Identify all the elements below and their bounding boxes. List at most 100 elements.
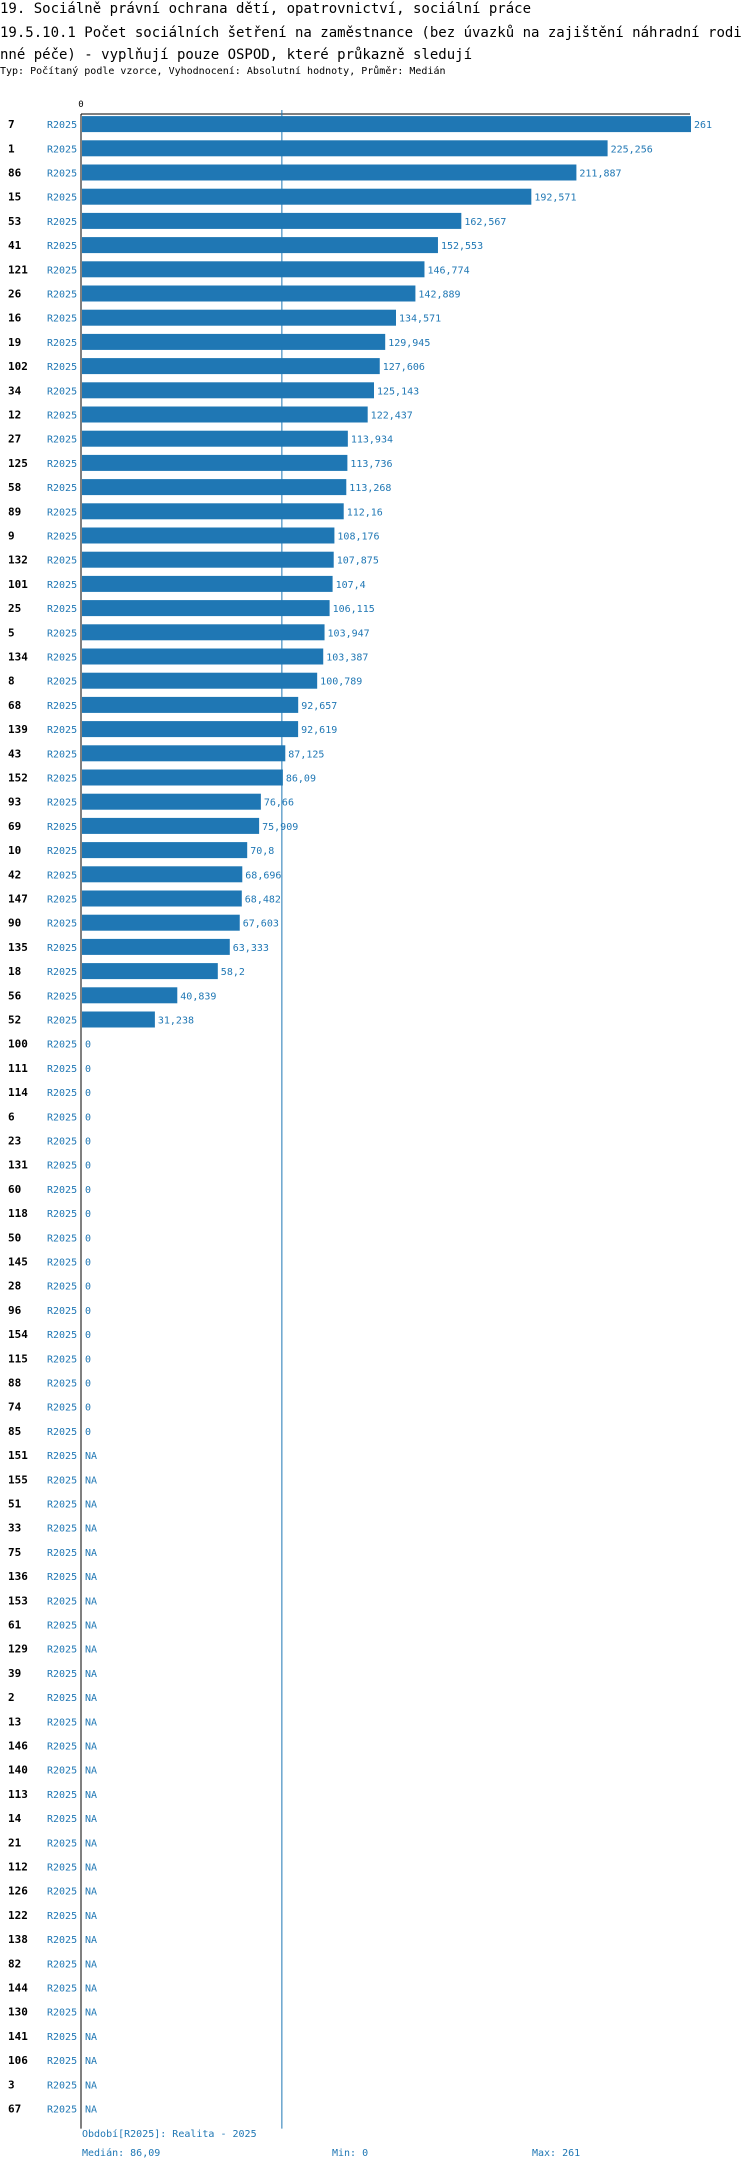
value-label: 76,66 [264, 798, 294, 809]
row-label: 6 [8, 1110, 15, 1123]
value-label: 40,839 [180, 991, 216, 1002]
value-label: 113,934 [351, 435, 393, 446]
bar [82, 575, 333, 592]
row-label: 18 [8, 965, 21, 978]
series-label: R2025 [47, 1016, 77, 1027]
series-label: R2025 [47, 1742, 77, 1753]
value-label: NA [85, 1814, 97, 1825]
series-label: R2025 [47, 1669, 77, 1680]
value-label: 67,603 [243, 919, 279, 930]
series-label: R2025 [47, 1645, 77, 1656]
value-label: 0 [85, 1233, 91, 1244]
series-label: R2025 [47, 967, 77, 978]
bar [82, 237, 438, 254]
bar [82, 479, 347, 496]
row-label: 42 [8, 868, 21, 881]
value-label: 225,256 [611, 144, 653, 155]
series-label: R2025 [47, 798, 77, 809]
row-label: 151 [8, 1449, 28, 1462]
series-label: R2025 [47, 459, 77, 470]
row-label: 93 [8, 796, 21, 809]
series-label: R2025 [47, 2032, 77, 2043]
series-label: R2025 [47, 1838, 77, 1849]
row-label: 102 [8, 360, 28, 373]
bar [82, 866, 243, 883]
series-label: R2025 [47, 483, 77, 494]
series-label: R2025 [47, 653, 77, 664]
series-label: R2025 [47, 193, 77, 204]
series-label: R2025 [47, 725, 77, 736]
row-label: 12 [8, 409, 21, 422]
row-label: 19 [8, 336, 21, 349]
row-label: 53 [8, 215, 21, 228]
bar [82, 817, 260, 834]
value-label: 68,482 [245, 895, 281, 906]
value-label: 0 [85, 1088, 91, 1099]
row-label: 89 [8, 505, 21, 518]
series-label: R2025 [47, 677, 77, 688]
series-label: R2025 [47, 1379, 77, 1390]
row-label: 26 [8, 288, 22, 301]
row-label: 136 [8, 1570, 28, 1583]
section-title: 19. Sociálně právní ochrana dětí, opatro… [0, 1, 532, 17]
value-label: NA [85, 1451, 97, 1462]
value-label: NA [85, 1621, 97, 1632]
row-label: 90 [8, 917, 21, 930]
bar [82, 140, 608, 157]
bar [82, 406, 368, 423]
series-label: R2025 [47, 386, 77, 397]
row-label: 86 [8, 167, 22, 180]
row-label: 61 [8, 1619, 22, 1632]
bar [82, 842, 248, 859]
bar [82, 188, 532, 205]
value-label: NA [85, 1500, 97, 1511]
value-label: 87,125 [288, 749, 324, 760]
series-label: R2025 [47, 169, 77, 180]
series-label: R2025 [47, 943, 77, 954]
series-label: R2025 [47, 362, 77, 373]
series-label: R2025 [47, 1863, 77, 1874]
value-label: NA [85, 1935, 97, 1946]
series-label: R2025 [47, 1911, 77, 1922]
series-label: R2025 [47, 144, 77, 155]
value-label: 92,619 [301, 725, 337, 736]
row-label: 43 [8, 747, 21, 760]
series-label: R2025 [47, 1161, 77, 1172]
bar [82, 890, 242, 907]
bar [82, 600, 330, 617]
bar [82, 745, 286, 762]
row-label: 130 [8, 2006, 28, 2019]
series-label: R2025 [47, 241, 77, 252]
row-label: 144 [8, 1982, 28, 1995]
value-label: 106,115 [333, 604, 375, 615]
row-label: 146 [8, 1740, 28, 1753]
value-label: 113,268 [349, 483, 391, 494]
bar [82, 987, 178, 1004]
bar [82, 503, 344, 520]
series-label: R2025 [47, 1475, 77, 1486]
bar [82, 164, 577, 181]
value-label: 75,909 [262, 822, 298, 833]
series-label: R2025 [47, 1403, 77, 1414]
row-label: 134 [8, 651, 28, 664]
series-label: R2025 [47, 1717, 77, 1728]
row-label: 153 [8, 1594, 28, 1607]
value-label: NA [85, 2105, 97, 2116]
row-label: 1 [8, 142, 15, 155]
series-label: R2025 [47, 1935, 77, 1946]
value-label: 112,16 [347, 507, 383, 518]
value-label: 0 [85, 1330, 91, 1341]
row-label: 121 [8, 263, 28, 276]
row-label: 25 [8, 602, 21, 615]
series-label: R2025 [47, 2080, 77, 2091]
value-label: 0 [85, 1185, 91, 1196]
series-label: R2025 [47, 1500, 77, 1511]
bar [82, 212, 462, 229]
value-label: NA [85, 1790, 97, 1801]
value-label: 107,875 [337, 556, 379, 567]
series-label: R2025 [47, 991, 77, 1002]
row-label: 88 [8, 1377, 21, 1390]
row-label: 74 [8, 1401, 22, 1414]
row-label: 7 [8, 118, 15, 131]
